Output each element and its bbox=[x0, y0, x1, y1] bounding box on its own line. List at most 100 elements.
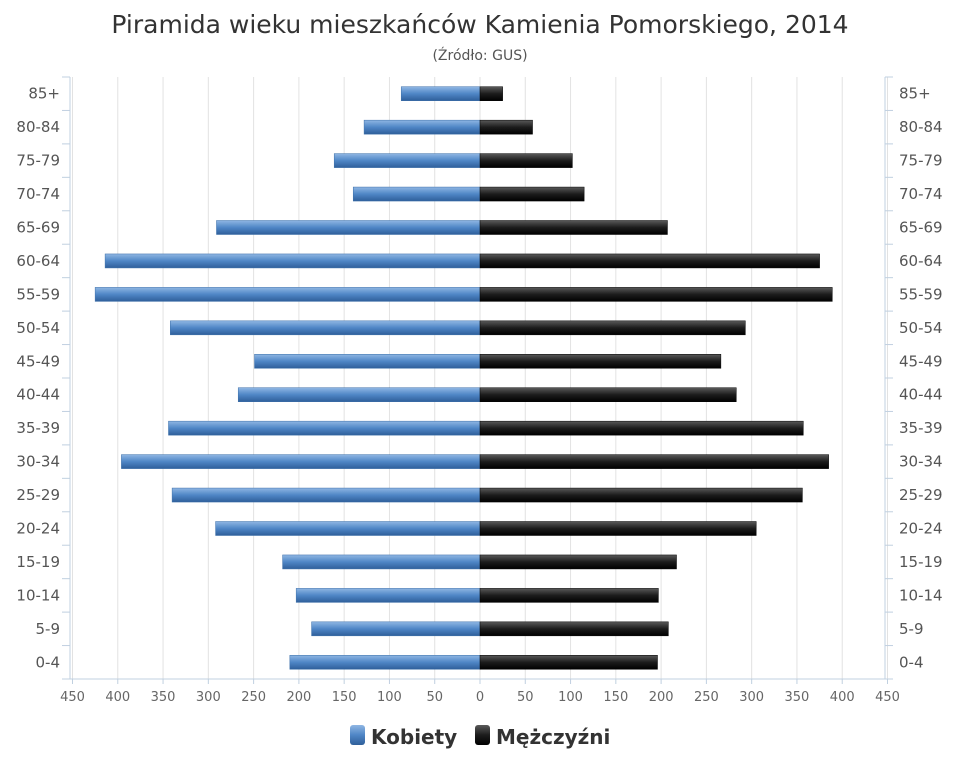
category-label-left: 15-19 bbox=[16, 553, 60, 571]
category-label-left: 50-54 bbox=[16, 319, 60, 337]
category-label-left: 25-29 bbox=[16, 486, 60, 504]
x-tick-labels: 450 400 350 300 250 200 150 100 50 0 50 100 150 200 25… bbox=[60, 690, 900, 705]
bar-mezczyzni[interactable] bbox=[479, 320, 746, 336]
category-label-right: 45-49 bbox=[899, 352, 943, 370]
x-tick-label: 150 bbox=[603, 690, 628, 705]
category-label-left: 20-24 bbox=[16, 520, 60, 538]
bar-mezczyzni[interactable] bbox=[479, 655, 658, 670]
bar-kobiety[interactable] bbox=[215, 521, 481, 536]
category-label-right: 65-69 bbox=[899, 219, 943, 237]
x-tick-label: 350 bbox=[151, 690, 176, 705]
category-label-left: 10-14 bbox=[16, 586, 60, 604]
category-label-right: 75-79 bbox=[899, 152, 943, 170]
category-label-left: 35-39 bbox=[16, 419, 60, 437]
legend-swatch-kobiety[interactable] bbox=[350, 725, 365, 745]
x-tick-label: 350 bbox=[785, 690, 810, 705]
bar-mezczyzni[interactable] bbox=[479, 354, 722, 369]
category-label-left: 0-4 bbox=[36, 653, 61, 671]
x-tick-label: 400 bbox=[105, 690, 130, 705]
x-tick-label: 450 bbox=[60, 690, 85, 705]
x-tick-label: 250 bbox=[694, 690, 719, 705]
x-tick-label: 400 bbox=[830, 690, 855, 705]
legend-label-kobiety[interactable]: Kobiety bbox=[371, 725, 457, 749]
x-tick-label: 50 bbox=[517, 690, 534, 705]
bar-mezczyzni[interactable] bbox=[479, 119, 533, 135]
x-tick-label: 450 bbox=[875, 690, 900, 705]
category-label-right: 20-24 bbox=[899, 520, 943, 538]
bar-kobiety[interactable] bbox=[333, 153, 481, 168]
chart-subtitle: (Źródło: GUS) bbox=[432, 46, 527, 64]
category-label-right: 40-44 bbox=[899, 386, 943, 404]
bar-kobiety[interactable] bbox=[352, 186, 481, 202]
bar-kobiety[interactable] bbox=[282, 554, 481, 570]
category-label-right: 25-29 bbox=[899, 486, 943, 504]
category-label-right: 85+ bbox=[899, 85, 931, 103]
x-tick-label: 200 bbox=[286, 690, 311, 705]
axes bbox=[62, 76, 893, 684]
grid-lines bbox=[72, 77, 888, 679]
bar-mezczyzni[interactable] bbox=[479, 253, 820, 269]
bar-mezczyzni[interactable] bbox=[479, 554, 677, 570]
x-tick-label: 150 bbox=[332, 690, 357, 705]
bars bbox=[94, 86, 833, 670]
category-label-left: 70-74 bbox=[16, 185, 60, 203]
bar-mezczyzni[interactable] bbox=[479, 420, 804, 436]
category-label-left: 85+ bbox=[28, 85, 60, 103]
bar-mezczyzni[interactable] bbox=[479, 454, 829, 469]
bar-kobiety[interactable] bbox=[295, 588, 481, 603]
bar-kobiety[interactable] bbox=[254, 354, 481, 369]
category-label-right: 70-74 bbox=[899, 185, 943, 203]
bar-kobiety[interactable] bbox=[400, 86, 481, 101]
category-label-right: 60-64 bbox=[899, 252, 943, 270]
category-label-left: 55-59 bbox=[16, 285, 60, 303]
category-label-right: 15-19 bbox=[899, 553, 943, 571]
x-tick-label: 300 bbox=[739, 690, 764, 705]
category-label-right: 50-54 bbox=[899, 319, 943, 337]
bar-kobiety[interactable] bbox=[94, 287, 481, 302]
bar-kobiety[interactable] bbox=[363, 119, 481, 135]
category-label-right: 80-84 bbox=[899, 118, 943, 136]
category-label-left: 40-44 bbox=[16, 386, 60, 404]
bar-mezczyzni[interactable] bbox=[479, 387, 737, 402]
category-labels: 85+ 85+ 80-84 80-84 75-79 75-79 70-74 70-74 65-6… bbox=[16, 85, 942, 672]
category-label-right: 10-14 bbox=[899, 586, 943, 604]
category-label-right: 0-4 bbox=[899, 653, 924, 671]
bar-mezczyzni[interactable] bbox=[479, 521, 757, 536]
bar-kobiety[interactable] bbox=[289, 655, 481, 670]
bar-mezczyzni[interactable] bbox=[479, 287, 833, 302]
bar-kobiety[interactable] bbox=[311, 621, 481, 637]
category-label-left: 30-34 bbox=[16, 453, 60, 471]
x-tick-label: 50 bbox=[426, 690, 443, 705]
bar-mezczyzni[interactable] bbox=[479, 86, 503, 101]
category-label-left: 75-79 bbox=[16, 152, 60, 170]
chart-title: Piramida wieku mieszkańców Kamienia Pomo… bbox=[111, 10, 848, 39]
bar-mezczyzni[interactable] bbox=[479, 621, 669, 637]
bar-mezczyzni[interactable] bbox=[479, 220, 668, 235]
legend-swatch-mezczyzni[interactable] bbox=[475, 725, 490, 745]
category-label-right: 35-39 bbox=[899, 419, 943, 437]
bar-kobiety[interactable] bbox=[170, 320, 481, 336]
category-label-left: 45-49 bbox=[16, 352, 60, 370]
bar-mezczyzni[interactable] bbox=[479, 588, 659, 603]
bar-kobiety[interactable] bbox=[121, 454, 481, 469]
bar-mezczyzni[interactable] bbox=[479, 186, 585, 202]
bar-kobiety[interactable] bbox=[171, 487, 481, 503]
category-label-left: 60-64 bbox=[16, 252, 60, 270]
bar-kobiety[interactable] bbox=[237, 387, 481, 402]
category-label-left: 65-69 bbox=[16, 219, 60, 237]
x-tick-label: 200 bbox=[649, 690, 674, 705]
x-tick-label: 0 bbox=[476, 690, 484, 705]
bar-kobiety[interactable] bbox=[168, 420, 481, 436]
category-label-left: 80-84 bbox=[16, 118, 60, 136]
legend: Kobiety Mężczyźni bbox=[350, 725, 610, 749]
bar-mezczyzni[interactable] bbox=[479, 153, 573, 168]
bar-kobiety[interactable] bbox=[104, 253, 481, 269]
bar-mezczyzni[interactable] bbox=[479, 487, 803, 503]
legend-label-mezczyzni[interactable]: Mężczyźni bbox=[496, 725, 610, 749]
x-tick-label: 250 bbox=[241, 690, 266, 705]
category-label-right: 55-59 bbox=[899, 285, 943, 303]
x-tick-label: 300 bbox=[196, 690, 221, 705]
x-tick-label: 100 bbox=[558, 690, 583, 705]
bar-kobiety[interactable] bbox=[216, 220, 481, 235]
